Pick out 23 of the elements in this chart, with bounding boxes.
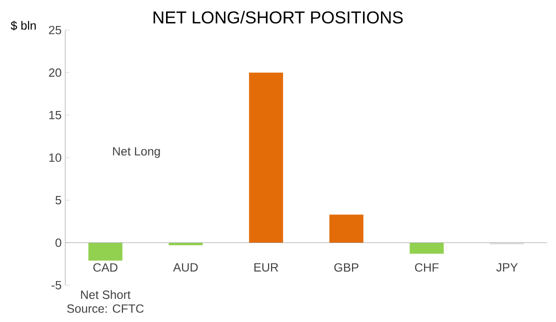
bar <box>249 72 284 243</box>
y-tick-label: 10 <box>49 153 62 162</box>
x-tick-label: EUR <box>254 263 278 272</box>
y-tick-label: 15 <box>49 110 62 120</box>
bar <box>410 242 444 254</box>
x-tick-label: CAD <box>93 263 118 272</box>
y-tick-label: -5 <box>52 281 62 290</box>
x-tick-label: CHF <box>415 263 439 272</box>
y-tick-label: 5 <box>56 196 62 204</box>
bar <box>329 214 364 243</box>
y-axis-title: $ bln <box>10 20 36 30</box>
annotation: Net Long <box>113 147 160 158</box>
source-note: Source: CFTC <box>67 304 144 313</box>
y-tick-label: 25 <box>48 26 62 34</box>
y-tick-label: 20 <box>48 68 62 77</box>
bar <box>88 242 122 261</box>
y-tick-label: 0 <box>56 238 62 247</box>
x-tick-label: JPY <box>496 263 518 272</box>
x-tick-label: AUD <box>173 263 198 272</box>
x-tick-label: GBP <box>334 263 358 272</box>
chart-title: NET LONG/SHORT POSITIONS <box>154 10 403 24</box>
bar <box>168 242 203 246</box>
text: Net Short <box>81 290 131 299</box>
